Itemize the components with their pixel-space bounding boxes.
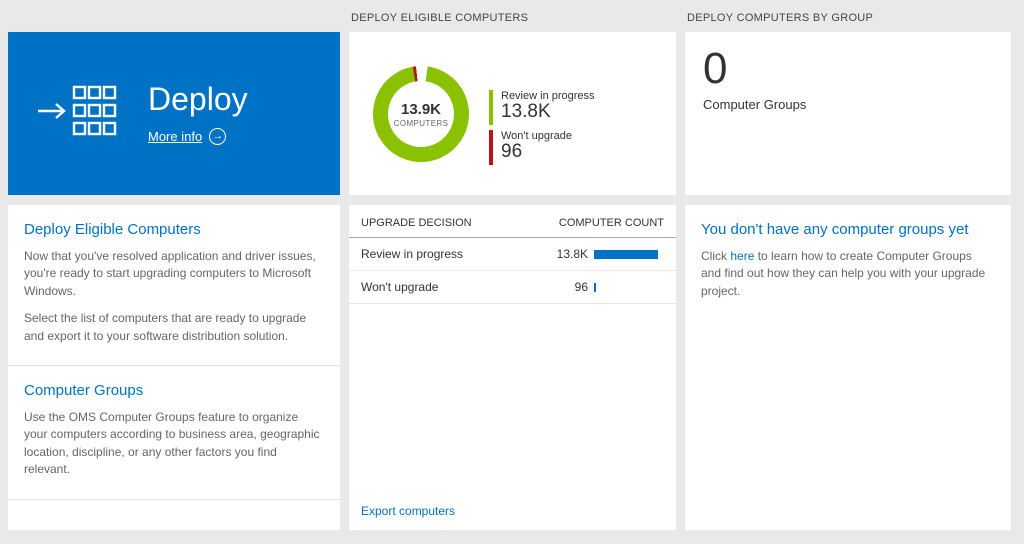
deploy-eligible-heading: Deploy Eligible Computers — [24, 221, 201, 238]
deploy-dashboard: Deploy More info → Deploy Eligible Compu… — [8, 8, 1011, 530]
legend-item: Won't upgrade 96 — [489, 129, 595, 165]
here-link[interactable]: here — [730, 249, 755, 263]
no-groups-panel: You don't have any computer groups yet C… — [685, 205, 1011, 530]
count-bar — [594, 282, 596, 292]
row-decision: Review in progress — [361, 247, 464, 261]
left-column-header-spacer — [8, 8, 340, 32]
no-groups-text-before: Click — [701, 249, 731, 263]
computer-groups-paragraph: Use the OMS Computer Groups feature to o… — [24, 409, 320, 477]
legend-value-review: 13.8K — [501, 101, 551, 122]
row-count: 96 — [574, 280, 588, 294]
legend-label-wont-upgrade: Won't upgrade — [501, 129, 573, 142]
upgrade-decision-table-panel: UPGRADE DECISION COMPUTER COUNT Review i… — [349, 205, 676, 530]
deploy-eligible-computers-header: DEPLOY ELIGIBLE COMPUTERS — [351, 12, 529, 24]
empty-section — [8, 498, 340, 526]
row-bar-cell — [594, 249, 664, 259]
no-groups-heading: You don't have any computer groups yet — [701, 221, 969, 238]
table-row[interactable]: Won't upgrade 96 — [349, 271, 676, 304]
table-header-row: UPGRADE DECISION COMPUTER COUNT — [349, 205, 676, 238]
computer-groups-section: Computer Groups Use the OMS Computer Gro… — [8, 364, 340, 499]
count-bar — [594, 249, 658, 259]
donut-chart[interactable]: 13.9K COMPUTERS — [373, 66, 469, 162]
middle-column: DEPLOY ELIGIBLE COMPUTERS 13.9K COMPUTER… — [349, 8, 676, 530]
row-decision: Won't upgrade — [361, 280, 439, 294]
deploy-icon-wrap — [8, 79, 148, 148]
computer-groups-count-tile[interactable]: 0 Computer Groups — [685, 32, 1011, 195]
donut-center-label: COMPUTERS — [393, 118, 449, 128]
table-row[interactable]: Review in progress 13.8K — [349, 238, 676, 271]
donut-center: 13.9K COMPUTERS — [388, 81, 454, 147]
deploy-tile[interactable]: Deploy More info → — [8, 32, 340, 195]
legend-item: Review in progress 13.8K — [489, 90, 595, 125]
left-column: Deploy More info → Deploy Eligible Compu… — [8, 8, 340, 530]
more-info-link[interactable]: More info → — [148, 127, 248, 145]
computer-groups-heading: Computer Groups — [24, 381, 144, 399]
more-info-label: More info — [148, 128, 203, 144]
deploy-title: Deploy — [148, 81, 248, 118]
no-groups-text: Click here to learn how to create Comput… — [701, 248, 995, 300]
legend-label-review: Review in progress — [501, 90, 595, 102]
deploy-tile-text: Deploy More info → — [148, 81, 248, 145]
deploy-eligible-paragraph-2: Select the list of computers that are re… — [24, 311, 307, 343]
computer-groups-count: 0 — [703, 44, 728, 93]
table-header-decision: UPGRADE DECISION — [361, 217, 472, 229]
legend-value-wont-upgrade: 96 — [501, 140, 523, 162]
row-bar-cell — [594, 282, 664, 292]
deploy-description-panel: Deploy Eligible Computers Now that you'v… — [8, 205, 340, 530]
donut-legend: Review in progress 13.8K Won't upgrade 9… — [489, 90, 595, 170]
deploy-computers-by-group-header: DEPLOY COMPUTERS BY GROUP — [687, 12, 874, 24]
deploy-eligible-section: Deploy Eligible Computers Now that you'v… — [8, 205, 340, 365]
no-groups-text-after: to learn how to create Computer Groups a… — [701, 249, 986, 298]
computer-groups-count-label: Computer Groups — [703, 96, 807, 112]
right-column: DEPLOY COMPUTERS BY GROUP 0 Computer Gro… — [685, 8, 1011, 530]
row-count: 13.8K — [556, 247, 588, 261]
table-header-count: COMPUTER COUNT — [558, 217, 664, 229]
donut-center-value: 13.9K — [400, 100, 442, 118]
export-computers-link[interactable]: Export computers — [361, 504, 456, 518]
deploy-eligible-paragraph-1: Now that you've resolved application and… — [24, 249, 316, 298]
more-info-arrow-icon: → — [209, 127, 227, 145]
deploy-icon — [36, 79, 120, 148]
donut-tile[interactable]: 13.9K COMPUTERS Review in progress 13.8K… — [349, 32, 676, 195]
